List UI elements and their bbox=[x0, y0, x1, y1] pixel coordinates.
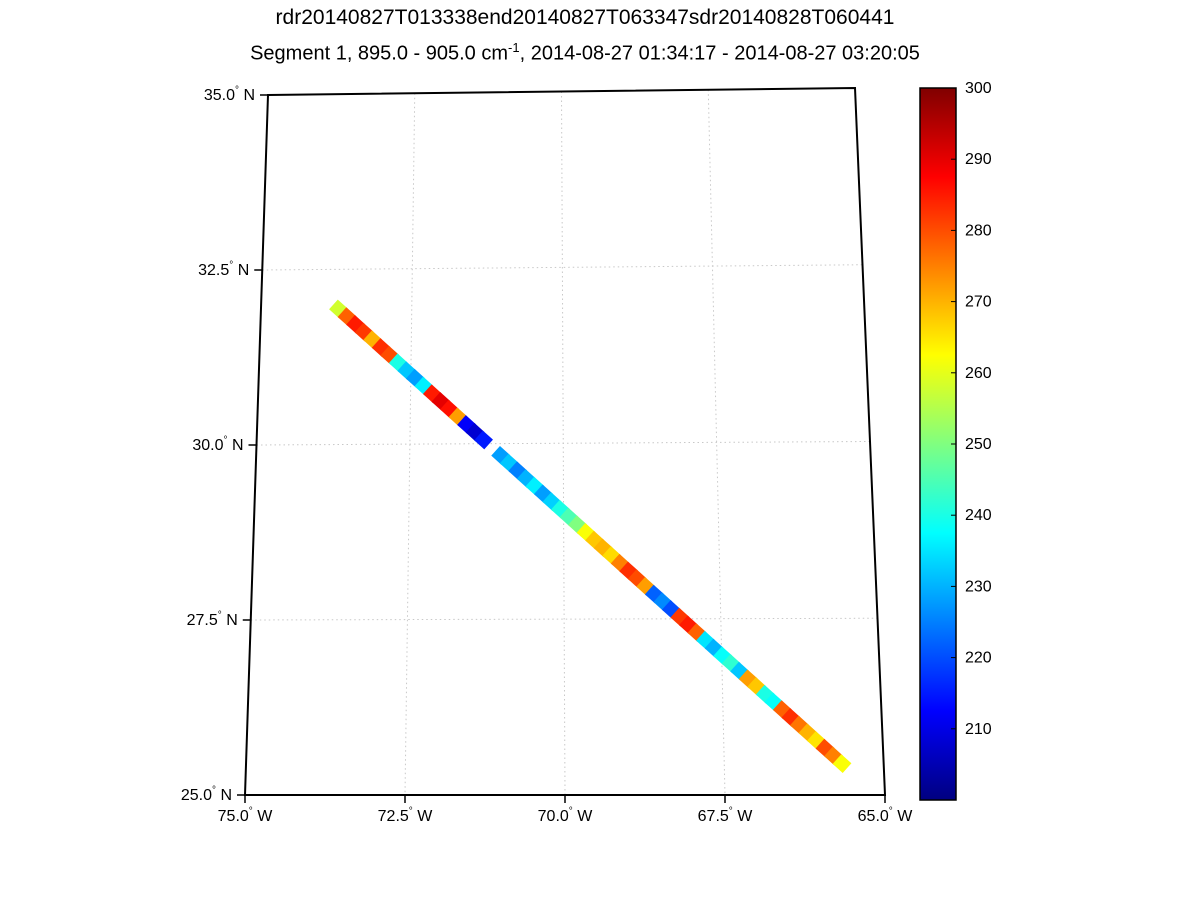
swath-segment bbox=[824, 746, 843, 766]
swath-segment bbox=[687, 623, 707, 642]
swath-segment bbox=[542, 492, 562, 511]
swath-segment bbox=[755, 684, 775, 704]
subtitle-text-tail: , 2014-08-27 01:34:17 - 2014-08-27 03:20… bbox=[519, 42, 920, 65]
swath-segment bbox=[414, 376, 434, 396]
swath-segment bbox=[491, 445, 511, 465]
swath-segment bbox=[354, 322, 374, 342]
axis-tick-label: 27.5° N bbox=[187, 610, 238, 629]
swath-segment bbox=[516, 469, 536, 488]
swath-segment bbox=[380, 345, 400, 365]
swath-segment bbox=[593, 538, 613, 558]
colorbar-tick-label: 210 bbox=[965, 721, 992, 738]
swath-segment bbox=[363, 330, 383, 350]
swath-segment bbox=[576, 523, 596, 542]
axis-tick-label: 30.0° N bbox=[192, 435, 243, 454]
swath-segment bbox=[627, 569, 647, 589]
swath-segment bbox=[329, 299, 348, 319]
swath-segment bbox=[713, 646, 732, 666]
swath-segment bbox=[346, 314, 365, 334]
swath-segment bbox=[337, 307, 357, 327]
swath-segment bbox=[704, 638, 724, 658]
figure-subtitle: Segment 1, 895.0 - 905.0 cm-1, 2014-08-2… bbox=[0, 40, 1170, 66]
axis-tick-label: 75.0° W bbox=[218, 806, 274, 825]
gridline-parallel bbox=[250, 617, 878, 621]
swath-segment bbox=[670, 607, 690, 627]
swath-segment bbox=[397, 361, 417, 380]
colorbar-tick-label: 240 bbox=[965, 507, 992, 524]
colorbar-tick-label: 230 bbox=[965, 578, 992, 595]
swath-segment bbox=[661, 600, 681, 619]
swath-segment bbox=[730, 661, 750, 681]
swath-segment bbox=[815, 738, 835, 758]
swath-segment bbox=[448, 407, 468, 427]
swath-segment bbox=[738, 669, 758, 689]
swath-segment bbox=[388, 353, 408, 373]
swath-segment bbox=[653, 592, 673, 612]
swath-segment bbox=[431, 392, 451, 411]
colorbar-labels: 300 290 280 270 260 250 240 230 220 210 bbox=[951, 80, 992, 738]
subtitle-text: Segment 1, 895.0 - 905.0 cm bbox=[250, 42, 509, 65]
gridline-parallel bbox=[262, 264, 863, 271]
swath-segment bbox=[465, 422, 485, 442]
colorbar-tick-label: 220 bbox=[965, 650, 992, 667]
axis-tick-label: 25.0° N bbox=[181, 785, 232, 804]
swath-segment bbox=[781, 707, 801, 727]
axis-tick-label: 70.0° W bbox=[538, 806, 594, 825]
swath-segment bbox=[679, 615, 698, 635]
map-border bbox=[243, 86, 887, 796]
swath-segment bbox=[772, 700, 792, 720]
swath-segment bbox=[559, 507, 579, 527]
swath-segment bbox=[807, 731, 826, 750]
map-gridlines bbox=[250, 89, 878, 796]
swath-segment bbox=[644, 584, 664, 604]
swath-segment bbox=[789, 715, 809, 735]
axis-tick-label: 32.5° N bbox=[198, 260, 249, 279]
gridline-meridian bbox=[561, 91, 566, 796]
axis-tick-label: 72.5° W bbox=[378, 806, 434, 825]
data-swath bbox=[329, 299, 852, 773]
swath-segment bbox=[457, 415, 476, 434]
colorbar-tick-label: 270 bbox=[965, 294, 992, 311]
colorbar-tick-label: 260 bbox=[965, 365, 992, 382]
gridline-meridian bbox=[707, 89, 726, 796]
swath-segment bbox=[568, 515, 587, 535]
swath-segment bbox=[422, 384, 442, 404]
axis-tick-label: 35.0° N bbox=[204, 85, 255, 104]
colorbar-tick-label: 250 bbox=[965, 436, 992, 453]
swath-segment bbox=[533, 484, 553, 504]
swath-segment bbox=[499, 453, 519, 473]
colorbar-tick-label: 280 bbox=[965, 222, 992, 239]
map-axes: 35.0° N 32.5° N 30.0° N 27.5° N 25.0° N 75.0°… bbox=[181, 85, 913, 825]
swath-segment bbox=[508, 461, 528, 481]
swath-segment bbox=[619, 561, 639, 581]
swath-segment bbox=[474, 430, 493, 450]
swath-segment bbox=[832, 754, 852, 773]
swath-segment bbox=[798, 723, 818, 743]
colorbar-tick-label: 290 bbox=[965, 151, 992, 168]
axis-tick-label: 67.5° W bbox=[698, 806, 754, 825]
swath-segment bbox=[764, 692, 784, 712]
swath-segment bbox=[721, 654, 741, 673]
swath-segment bbox=[602, 546, 621, 565]
swath-segment bbox=[405, 368, 425, 388]
swath-segment bbox=[610, 553, 630, 573]
swath-segment bbox=[371, 338, 391, 357]
swath-segment bbox=[440, 399, 459, 419]
axis-tick-label: 65.0° W bbox=[858, 806, 914, 825]
swath-segment bbox=[550, 499, 570, 519]
colorbar bbox=[920, 88, 956, 800]
swath-segment bbox=[585, 530, 604, 550]
swath-segment bbox=[636, 576, 656, 596]
swath-segment bbox=[696, 630, 715, 650]
swath-segment bbox=[747, 677, 767, 696]
figure-title: rdr20140827T013338end20140827T063347sdr2… bbox=[275, 6, 895, 29]
subtitle-superscript: -1 bbox=[508, 40, 520, 55]
swath-segment bbox=[525, 476, 545, 496]
colorbar-tick-label: 300 bbox=[965, 80, 992, 97]
